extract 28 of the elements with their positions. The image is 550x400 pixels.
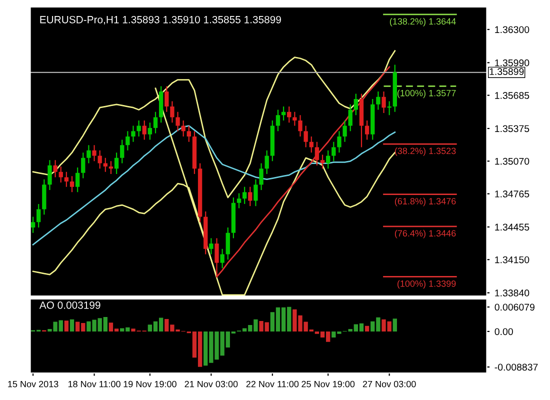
- series-label: (76.4%) 1.3446: [394, 230, 456, 238]
- y-tick-label: 1.34150: [495, 256, 530, 264]
- y-tick-label: 1.35375: [495, 125, 530, 132]
- ref-line-label: 1.35899: [490, 68, 524, 76]
- y-tick-label: 1.35990: [495, 59, 530, 66]
- y-tick-label: 1.36300: [495, 26, 530, 34]
- series-label: (100%) 1.3399: [397, 280, 456, 289]
- y-tick-label: 0.006079: [494, 304, 534, 311]
- y-tick-label: 1.35070: [495, 158, 530, 165]
- y-tick-label: 0.00: [494, 328, 513, 336]
- text: EURUSD-Pro,H1 1.35893 1.35910 1.35855 1.35899: [40, 16, 281, 25]
- x-tick-label: 21 Nov 03:00: [184, 380, 238, 388]
- y-tick-label: 1.35685: [495, 92, 530, 99]
- x-tick-label: 27 Nov 03:00: [362, 380, 416, 388]
- x-tick-label: 22 Nov 11:00: [246, 380, 299, 388]
- chart-title: AO 0.003199: [39, 301, 100, 309]
- series-label: (38.2%) 1.3523: [394, 147, 456, 156]
- y-tick-label: 1.34455: [495, 224, 530, 231]
- series-label: (100%) 1.3577: [397, 90, 456, 98]
- x-tick-label: 19 Nov 19:00: [124, 380, 176, 388]
- y-tick-label: 1.33840: [495, 290, 530, 296]
- y-tick-label: 1.34765: [495, 190, 530, 198]
- series-label: (61.8%) 1.3476: [394, 198, 456, 206]
- x-tick-label: 18 Nov 11:00: [68, 380, 120, 388]
- series-label: (138.2%) 1.3644: [390, 18, 456, 26]
- y-tick-label: -0.008837: [494, 364, 538, 371]
- x-tick-label: 25 Nov 19:00: [302, 380, 355, 388]
- x-tick-label: 15 Nov 2013: [8, 380, 58, 388]
